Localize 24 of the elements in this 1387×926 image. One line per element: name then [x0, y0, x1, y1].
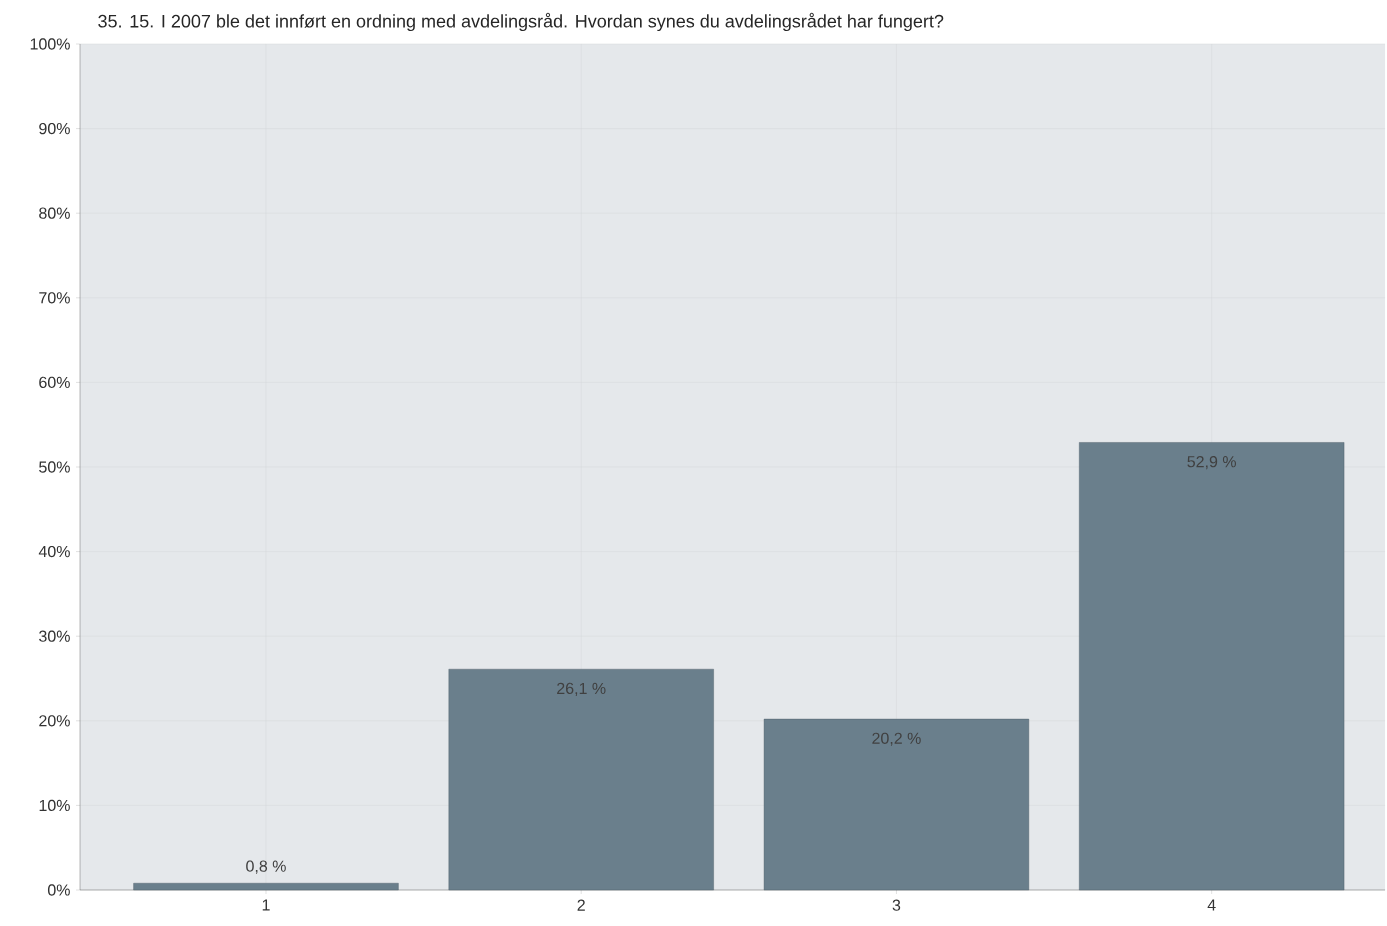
data-label: 26,1 % [557, 682, 606, 696]
x-tick-label: 2 [577, 899, 585, 911]
y-tick-label: 0% [47, 884, 70, 896]
y-tick-label: 90% [39, 122, 70, 135]
y-tick-label: 50% [39, 461, 70, 473]
y-tick-label: 20% [39, 715, 70, 727]
y-tick-label: 60% [39, 376, 70, 389]
y-tick-label: 10% [39, 799, 70, 812]
chart-title: 35. 15. I 2007 ble det innført en ordning med avdelingsråd. Hvordan synes du avdelingsrådet har fungert? [98, 12, 944, 32]
y-tick-label: 80% [39, 207, 70, 219]
data-label: 52,9 % [1187, 455, 1236, 470]
bar [763, 718, 1030, 891]
data-label: 0,8 % [246, 860, 286, 874]
x-tick-label: 4 [1207, 899, 1216, 911]
bar [1079, 442, 1345, 891]
y-tick-label: 30% [39, 630, 70, 642]
y-tick-label: 40% [38, 545, 70, 558]
bar [133, 883, 399, 891]
y-tick-label: 70% [39, 292, 70, 304]
bar [448, 668, 714, 891]
x-tick-label: 1 [262, 899, 270, 911]
y-tick-label: 100% [30, 38, 70, 50]
data-label: 20,2 % [872, 732, 921, 746]
x-tick-label: 3 [892, 899, 901, 911]
